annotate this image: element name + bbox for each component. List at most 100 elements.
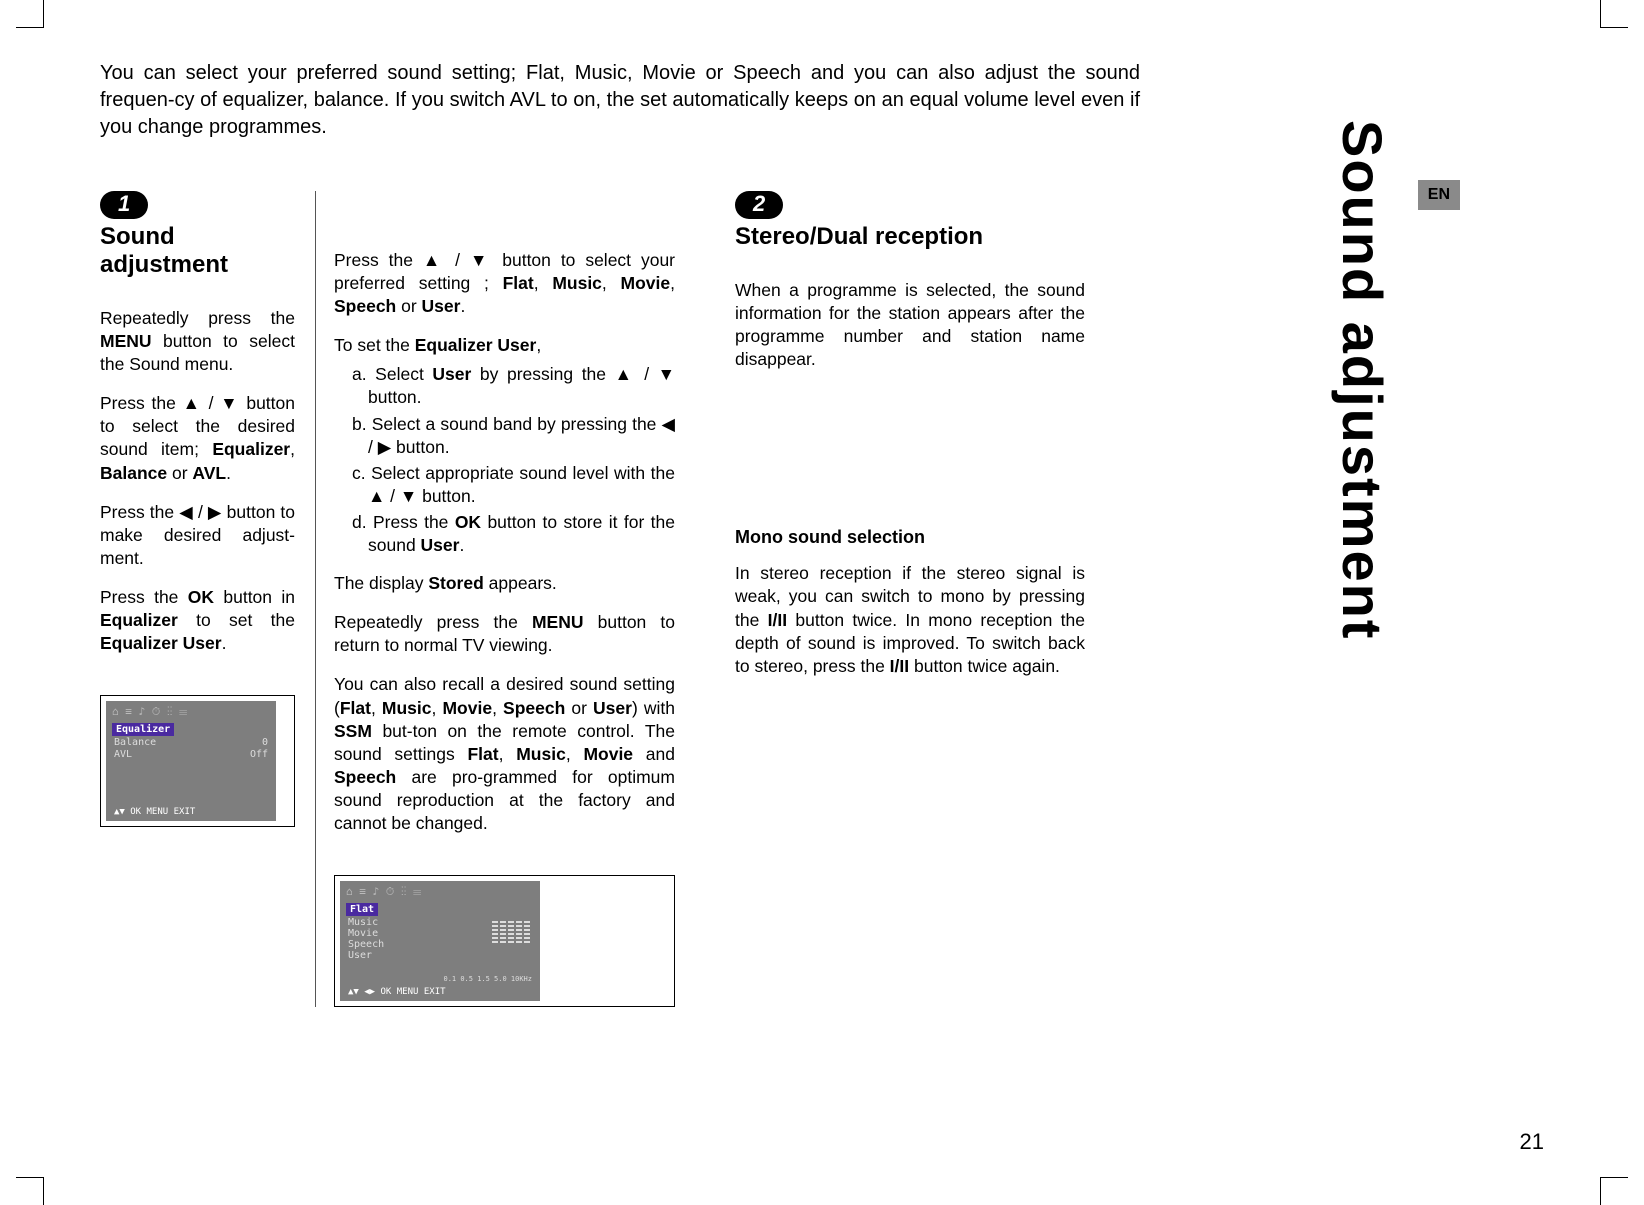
text: , (432, 698, 443, 718)
heavy-text: Speech (334, 296, 396, 316)
bold-text: User (432, 364, 471, 384)
heavy-text: Movie (621, 273, 671, 293)
text: to set the (178, 610, 295, 630)
language-tab: EN (1418, 180, 1460, 210)
section-1-right: Press the ▲ / ▼ button to select your pr… (315, 191, 675, 1007)
heavy-text: Flat (340, 698, 371, 718)
heavy-text: Flat (467, 744, 498, 764)
bold-text: SSM (334, 721, 372, 741)
text: or (167, 463, 192, 483)
text: Press the (100, 587, 188, 607)
eq-bar (500, 921, 506, 943)
list-item: a. Select User by pressing the ▲ / ▼ but… (352, 363, 675, 409)
text: The display (334, 573, 428, 593)
section-2-pill: 2 (735, 191, 783, 219)
text: . (226, 463, 231, 483)
osd-highlight: Flat (346, 903, 378, 916)
text: d. Press the (352, 512, 455, 532)
crop-mark (16, 1177, 44, 1205)
osd-row: Balance (114, 737, 156, 748)
s1-right-p3: The display Stored appears. (334, 572, 675, 595)
heavy-text: User (422, 296, 461, 316)
s1-right-p1: Press the ▲ / ▼ button to select your pr… (334, 249, 675, 318)
heavy-text: Balance (100, 463, 167, 483)
text: appears. (484, 573, 557, 593)
text: Balance (114, 737, 156, 748)
eq-bar (524, 921, 530, 943)
s1-left-p3: Press the ◀ / ▶ button to make desired a… (100, 501, 295, 570)
bold-text: I/II (768, 610, 787, 630)
s2-p1: When a programme is selected, the sound … (735, 279, 1085, 371)
osd-footer: ▲▼ OK MENU EXIT (114, 807, 195, 817)
heavy-text: Movie (583, 744, 633, 764)
text: and (633, 744, 675, 764)
osd-row: Speech (348, 939, 384, 950)
crop-mark (1600, 1177, 1628, 1205)
heavy-text: Music (552, 273, 602, 293)
text: . (460, 296, 465, 316)
text: , (602, 273, 621, 293)
s1-left-p2: Press the ▲ / ▼ button to select the des… (100, 392, 295, 484)
page-content: Sound adjustment EN You can select your … (100, 60, 1420, 1140)
heavy-text: Equalizer User (100, 633, 222, 653)
crop-mark (16, 0, 44, 28)
heavy-text: Speech (503, 698, 565, 718)
bold-text: OK (188, 587, 214, 607)
osd-screenshot-2: ⌂ ≡ ♪ ⏱ ⋮⋮ ☰ Flat Music Movie Speech Use… (334, 875, 675, 1007)
osd-icon-row: ⌂ ≡ ♪ ⏱ ⋮⋮ ☰ (112, 705, 270, 719)
text: . (222, 633, 227, 653)
osd-1: ⌂ ≡ ♪ ⏱ ⋮⋮ ☰ Equalizer Balance 0 AVL Off… (106, 701, 276, 821)
s2-subheading: Mono sound selection (735, 527, 1085, 548)
text: button in (214, 587, 295, 607)
crop-mark (1600, 0, 1628, 28)
bold-text: I/II (890, 656, 909, 676)
section-1-title: Sound adjustment (100, 223, 295, 279)
equalizer-bars (492, 921, 530, 943)
page-number: 21 (1520, 1129, 1544, 1155)
osd-row: Movie (348, 928, 378, 939)
s1-right-p4: Repeatedly press the MENU button to retu… (334, 611, 675, 657)
osd-row: AVL (114, 749, 132, 760)
section-2-title: Stereo/Dual reception (735, 223, 1085, 251)
osd-row: User (348, 950, 372, 961)
osd-val: 0 (262, 737, 268, 748)
ordered-list: a. Select User by pressing the ▲ / ▼ but… (334, 363, 675, 560)
osd-row: Music (348, 917, 378, 928)
text: button twice again. (909, 656, 1060, 676)
list-item: b. Select a sound band by pressing the ◀… (352, 413, 675, 459)
text: , (492, 698, 503, 718)
list-item: c. Select appropriate sound level with t… (352, 462, 675, 508)
eq-bar (492, 921, 498, 943)
text: or (396, 296, 421, 316)
eq-bar (516, 921, 522, 943)
text: ) with (632, 698, 675, 718)
side-title: Sound adjustment (1330, 120, 1395, 640)
osd-screenshot-1: ⌂ ≡ ♪ ⏱ ⋮⋮ ☰ Equalizer Balance 0 AVL Off… (100, 695, 295, 827)
osd-val: Off (250, 749, 268, 760)
section-2: 2 Stereo/Dual reception When a programme… (735, 191, 1085, 1007)
osd-freq-labels: 0.1 0.5 1.5 5.0 10KHz (443, 975, 532, 983)
heavy-text: Flat (503, 273, 534, 293)
heavy-text: Music (516, 744, 566, 764)
osd-2: ⌂ ≡ ♪ ⏱ ⋮⋮ ☰ Flat Music Movie Speech Use… (340, 881, 540, 1001)
heavy-text: Equalizer (100, 610, 178, 630)
text: or (565, 698, 593, 718)
text: a. Select (352, 364, 432, 384)
bold-text: MENU (532, 612, 584, 632)
bold-text: MENU (100, 331, 152, 351)
bold-text: OK (455, 512, 481, 532)
section-1-left: 1 Sound adjustment Repeatedly press the … (100, 191, 295, 1007)
text: , (670, 273, 675, 293)
osd-footer: ▲▼ ◀▶ OK MENU EXIT (348, 987, 446, 997)
eq-bar (508, 921, 514, 943)
s1-right-p5: You can also recall a desired sound sett… (334, 673, 675, 835)
text: Repeatedly press the (100, 308, 295, 328)
text: Repeatedly press the (334, 612, 532, 632)
s1-right-p2: To set the Equalizer User, (334, 334, 675, 357)
heavy-text: Equalizer (212, 439, 290, 459)
s2-p2: In stereo reception if the stereo signal… (735, 562, 1085, 677)
main-columns: 1 Sound adjustment Repeatedly press the … (100, 191, 1160, 1007)
side-title-panel: Sound adjustment EN (1330, 120, 1420, 640)
heavy-text: User (593, 698, 632, 718)
heavy-text: Stored (428, 573, 483, 593)
